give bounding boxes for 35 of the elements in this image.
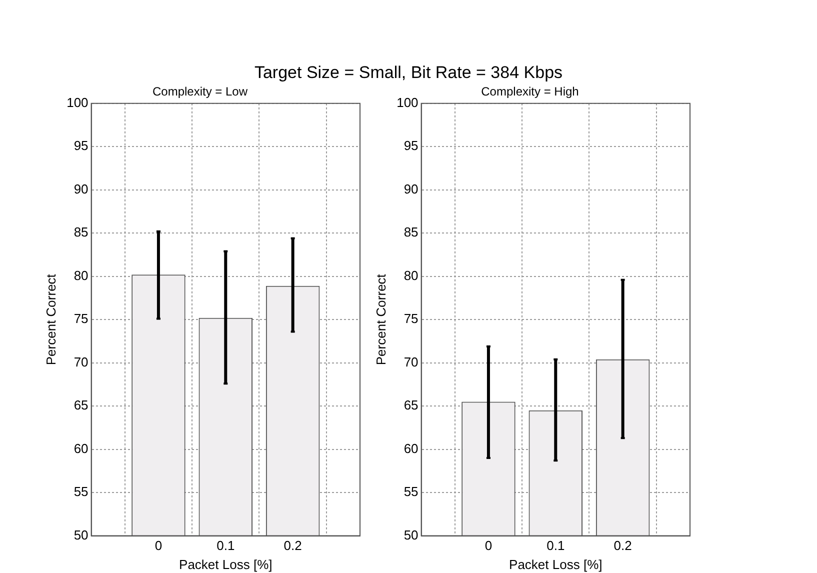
x-tick-label: 0.1 (216, 538, 235, 554)
y-tick-label: 75 (404, 311, 418, 326)
text: Target Size = Small, Bit Rate = 384 Kbps (253, 63, 564, 83)
y-tick-label: 95 (404, 138, 418, 154)
x-tick-label: 0 (154, 538, 162, 554)
y-tick-label: 75 (74, 311, 88, 326)
y-tick-label: 80 (404, 268, 418, 283)
y-tick-label: 70 (404, 354, 418, 370)
y-tick-label: 60 (74, 440, 88, 456)
y-tick-label: 95 (74, 138, 88, 154)
x-axis-title: Packet Loss [%] (509, 556, 602, 572)
y-tick-label: 50 (404, 527, 418, 542)
y-tick-label: 65 (74, 398, 88, 413)
y-tick-label: 85 (74, 224, 88, 240)
x-tick-label: 0 (484, 538, 492, 554)
x-axis-title: Packet Loss [%] (179, 556, 272, 572)
y-tick-label: 55 (404, 484, 418, 500)
y-axis-title: Percent Correct (373, 274, 388, 366)
y-tick-label: 100 (66, 94, 88, 110)
y-tick-label: 100 (396, 94, 418, 110)
y-tick-label: 90 (404, 181, 418, 196)
chart-title: Complexity = Low (152, 84, 248, 99)
y-tick-label: 80 (74, 268, 88, 283)
y-axis-title: Percent Correct (43, 274, 58, 366)
x-tick-label: 0.2 (284, 538, 302, 554)
x-tick-label: 0.1 (546, 538, 565, 554)
y-tick-label: 50 (74, 527, 88, 542)
y-tick-label: 70 (74, 354, 88, 370)
chart-title: Complexity = High (481, 84, 579, 99)
y-tick-label: 65 (404, 398, 418, 413)
x-tick-label: 0.2 (614, 538, 632, 554)
y-tick-label: 60 (404, 440, 418, 456)
y-tick-label: 55 (74, 484, 88, 500)
y-tick-label: 90 (74, 181, 88, 196)
y-tick-label: 85 (404, 224, 418, 240)
